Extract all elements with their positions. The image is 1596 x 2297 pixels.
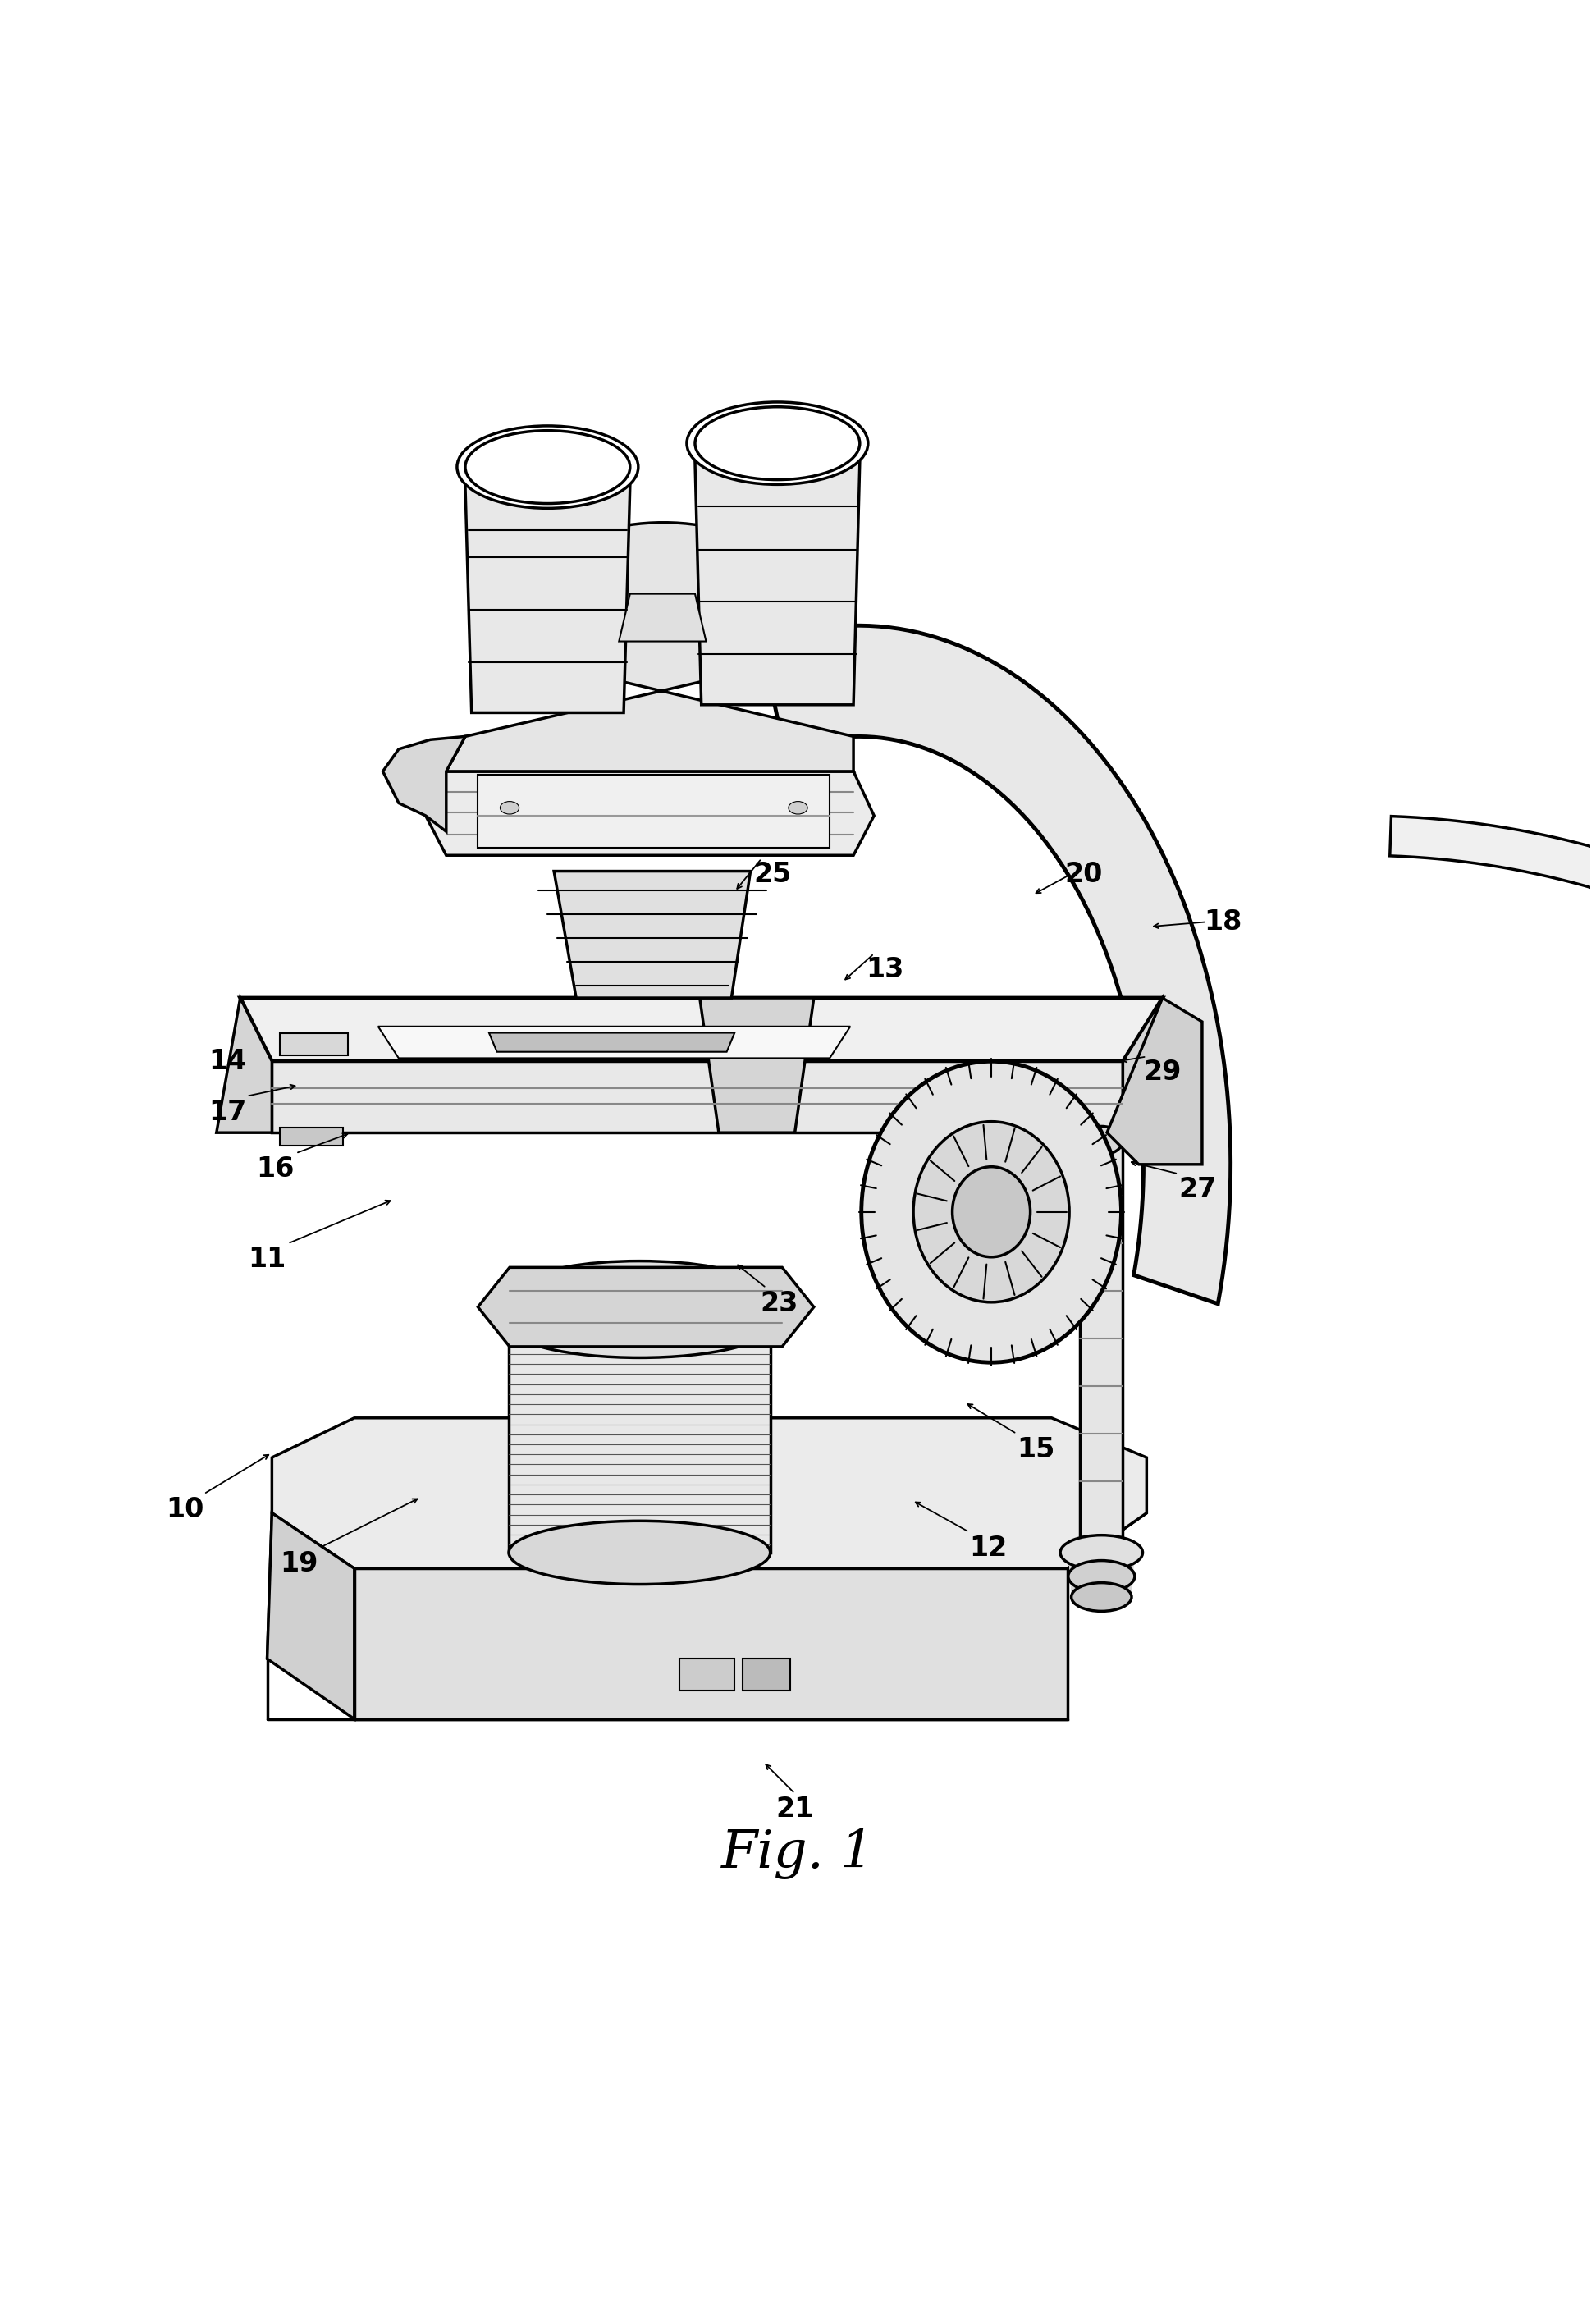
Polygon shape xyxy=(378,1027,851,1059)
Polygon shape xyxy=(267,1514,354,1718)
Polygon shape xyxy=(383,737,464,832)
Ellipse shape xyxy=(731,423,824,464)
Polygon shape xyxy=(1108,997,1202,1165)
Text: 19: 19 xyxy=(279,1550,318,1578)
Text: 14: 14 xyxy=(209,1047,246,1075)
Polygon shape xyxy=(426,772,875,854)
Ellipse shape xyxy=(509,1293,771,1358)
Polygon shape xyxy=(680,1658,734,1691)
Ellipse shape xyxy=(686,402,868,485)
Ellipse shape xyxy=(500,802,519,813)
Text: 12: 12 xyxy=(969,1534,1007,1562)
Text: 11: 11 xyxy=(249,1245,286,1273)
Text: 13: 13 xyxy=(867,956,905,983)
Ellipse shape xyxy=(1071,1583,1132,1610)
Ellipse shape xyxy=(1060,1534,1143,1571)
Ellipse shape xyxy=(456,425,638,508)
Polygon shape xyxy=(217,997,271,1132)
Ellipse shape xyxy=(528,1279,750,1325)
Polygon shape xyxy=(477,774,830,848)
Polygon shape xyxy=(279,1128,343,1146)
Polygon shape xyxy=(279,1034,348,1054)
Polygon shape xyxy=(271,1417,1146,1569)
Polygon shape xyxy=(354,1569,1068,1718)
Polygon shape xyxy=(447,521,854,772)
Text: Fig. 1: Fig. 1 xyxy=(721,1828,875,1879)
Polygon shape xyxy=(509,1325,771,1553)
Ellipse shape xyxy=(474,434,621,501)
Ellipse shape xyxy=(519,455,576,480)
Ellipse shape xyxy=(535,1261,744,1302)
Ellipse shape xyxy=(721,418,833,469)
Text: 27: 27 xyxy=(1178,1176,1216,1204)
Text: 15: 15 xyxy=(1017,1436,1055,1463)
Polygon shape xyxy=(619,595,705,641)
Ellipse shape xyxy=(509,1521,771,1585)
Polygon shape xyxy=(1390,815,1596,1622)
Ellipse shape xyxy=(953,1167,1031,1256)
Text: 23: 23 xyxy=(760,1291,798,1318)
Ellipse shape xyxy=(713,416,841,471)
Polygon shape xyxy=(554,871,750,997)
Ellipse shape xyxy=(761,436,793,450)
Text: 10: 10 xyxy=(166,1495,204,1523)
Text: 29: 29 xyxy=(1143,1059,1181,1086)
Ellipse shape xyxy=(913,1121,1069,1302)
Ellipse shape xyxy=(531,459,563,475)
Polygon shape xyxy=(447,737,854,772)
Polygon shape xyxy=(742,1658,790,1691)
Ellipse shape xyxy=(501,446,594,487)
Text: 20: 20 xyxy=(1065,861,1103,889)
Polygon shape xyxy=(477,1268,814,1346)
Polygon shape xyxy=(488,1034,734,1052)
Text: 17: 17 xyxy=(209,1098,246,1126)
Ellipse shape xyxy=(749,430,806,457)
Ellipse shape xyxy=(1068,1560,1135,1592)
Ellipse shape xyxy=(704,409,851,475)
Text: 25: 25 xyxy=(753,861,792,889)
Ellipse shape xyxy=(694,407,860,480)
Text: 16: 16 xyxy=(255,1155,294,1183)
Ellipse shape xyxy=(464,430,630,503)
Polygon shape xyxy=(241,997,1162,1061)
Polygon shape xyxy=(694,462,860,705)
Ellipse shape xyxy=(492,441,603,492)
Polygon shape xyxy=(464,487,630,712)
Polygon shape xyxy=(699,997,814,1132)
Polygon shape xyxy=(271,1061,1124,1132)
Polygon shape xyxy=(1068,1553,1135,1596)
Polygon shape xyxy=(761,625,1231,1305)
Polygon shape xyxy=(1080,1142,1124,1537)
Text: 18: 18 xyxy=(1203,907,1242,935)
Polygon shape xyxy=(1124,997,1178,1132)
Ellipse shape xyxy=(1080,1126,1124,1155)
Ellipse shape xyxy=(862,1061,1122,1362)
Text: 21: 21 xyxy=(776,1796,814,1824)
Ellipse shape xyxy=(484,439,611,496)
Ellipse shape xyxy=(788,802,808,813)
